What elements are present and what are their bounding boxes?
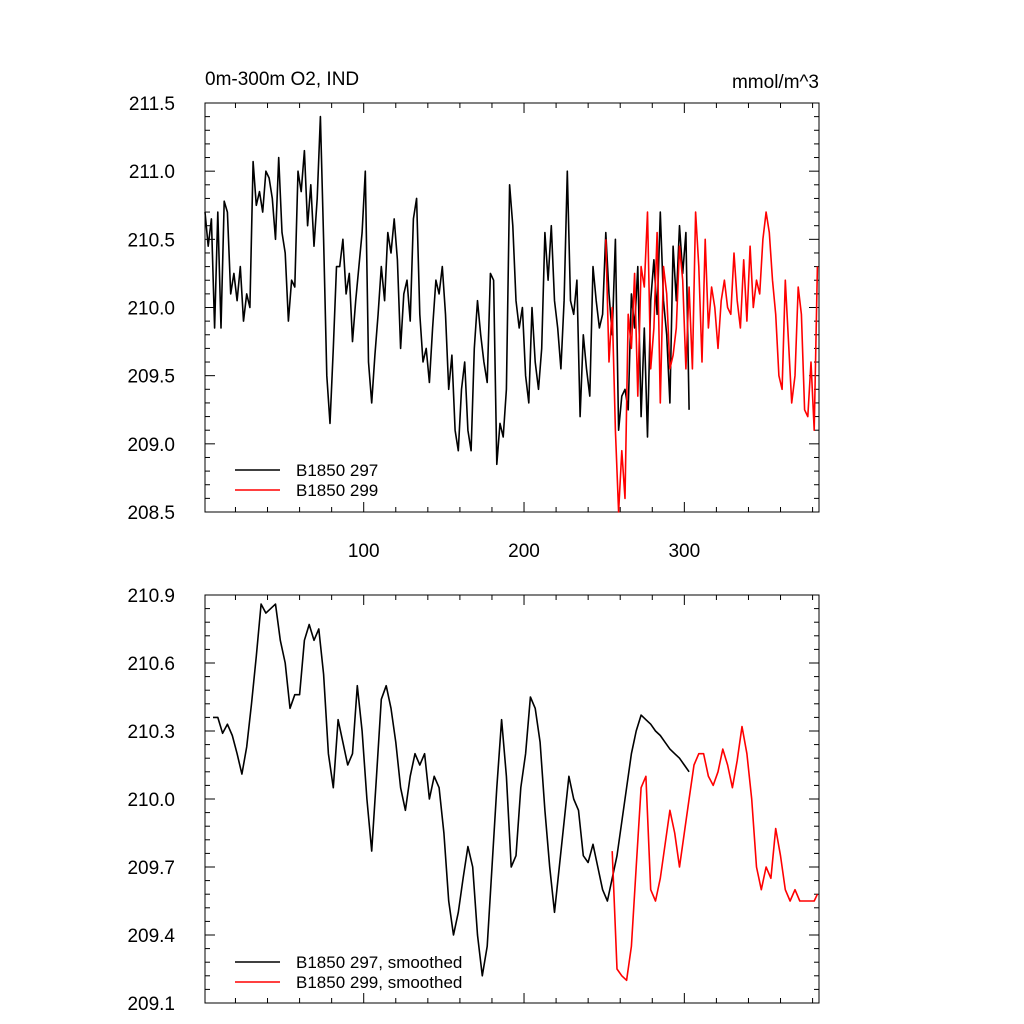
y-tick-label: 209.0 [127, 435, 175, 456]
bottom-panel: 209.1 209.4 209.7 210.0 210.3 210.6 210.9 B1850… [127, 586, 820, 1015]
top-panel: 208.5 209.0 209.5 210.0 210.5 211.0 211.5 100 20… [127, 94, 820, 562]
plot-frame [204, 594, 820, 1004]
chart-title: 0m-300m O2, IND [205, 69, 359, 90]
legend-label-1: B1850 297, smoothed [296, 953, 462, 972]
x-tick-label: 300 [668, 541, 700, 562]
y-tick-label: 209.7 [127, 858, 175, 879]
y-tick-label: 210.0 [127, 790, 175, 811]
y-tick-label: 210.6 [127, 654, 175, 675]
x-tick-label: 200 [508, 541, 540, 562]
series-line-2 [611, 725, 819, 982]
y-tick-label: 210.9 [127, 586, 175, 607]
y-tick-label: 210.3 [127, 722, 175, 743]
units-label: mmol/m^3 [732, 72, 819, 93]
y-tick-label: 210.5 [127, 230, 175, 251]
y-tick-label: 209.4 [127, 926, 175, 947]
legend-label-2: B1850 299 [296, 481, 378, 500]
y-tick-label: 211.0 [129, 162, 175, 183]
series-line-1 [204, 115, 690, 466]
series-line-2 [605, 211, 819, 513]
y-tick-label: 208.5 [127, 503, 175, 524]
y-tick-label: 209.5 [127, 367, 175, 388]
legend-label-1: B1850 297 [296, 461, 378, 480]
legend-label-2: B1850 299, smoothed [296, 973, 462, 992]
y-tick-label: 210.0 [127, 299, 175, 320]
y-tick-label: 209.1 [127, 994, 175, 1015]
x-tick-label: 100 [348, 541, 380, 562]
series-line-1 [213, 603, 690, 977]
y-tick-label: 211.5 [129, 94, 175, 115]
